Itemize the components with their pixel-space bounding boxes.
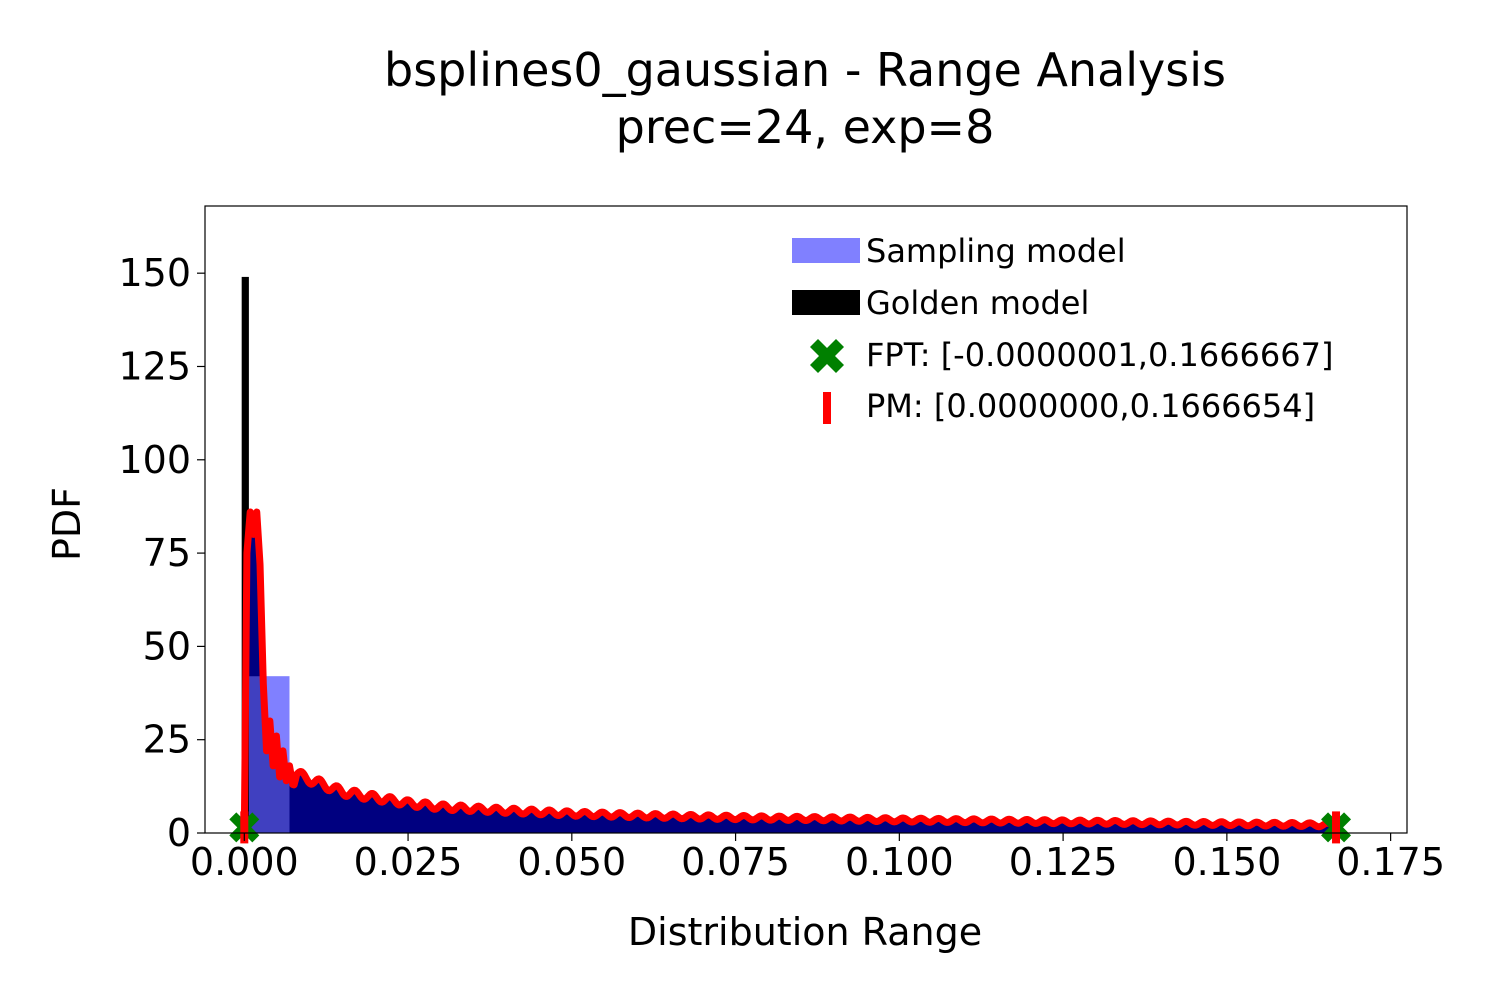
legend-label-golden: Golden model: [866, 284, 1089, 322]
y-tick-label-2: 50: [143, 624, 191, 668]
y-tick-label-6: 150: [118, 251, 191, 295]
x-axis: 0.000 0.025 0.050 0.075 0.100 0.125 0.150 0.175: [190, 833, 1445, 884]
x-tick-label-4: 0.100: [845, 840, 954, 884]
x-axis-label: Distribution Range: [628, 910, 982, 954]
x-tick-label-7: 0.175: [1336, 840, 1445, 884]
x-tick-label-3: 0.075: [681, 840, 790, 884]
legend-marker-fpt-icon: [810, 339, 844, 373]
legend-label-pm: PM: [0.0000000,0.1666654]: [866, 387, 1315, 425]
y-tick-label-0: 0: [167, 811, 191, 855]
x-tick-label-2: 0.050: [517, 840, 626, 884]
y-tick-label-5: 125: [118, 344, 191, 388]
pm-marker-0: [240, 811, 249, 844]
y-tick-label-3: 75: [143, 531, 191, 575]
y-axis-label: PDF: [45, 487, 89, 561]
plot-frame: [204, 205, 1408, 834]
legend-label-sampling: Sampling model: [866, 232, 1126, 270]
pm-marker-1: [1332, 811, 1341, 844]
legend-label-fpt: FPT: [-0.0000001,0.1666667]: [866, 336, 1333, 374]
legend: Sampling model Golden model FPT: [-0.000…: [792, 232, 1333, 425]
legend-marker-pm-icon: [823, 392, 831, 424]
x-tick-label-5: 0.125: [1009, 840, 1118, 884]
x-tick-label-1: 0.025: [354, 840, 463, 884]
plot-area: [229, 276, 1352, 844]
chart-subtitle: prec=24, exp=8: [616, 100, 995, 154]
golden-model-fill: [244, 515, 1336, 833]
x-tick-label-0: 0.000: [190, 840, 299, 884]
legend-swatch-golden: [792, 290, 860, 315]
y-axis: 0 25 50 75 100 125 150: [118, 251, 205, 855]
pm-curve: [240, 508, 1339, 837]
legend-swatch-sampling: [792, 238, 860, 263]
y-tick-label-1: 25: [143, 718, 191, 762]
x-tick-label-6: 0.150: [1172, 840, 1281, 884]
chart-title: bsplines0_gaussian - Range Analysis: [384, 43, 1226, 97]
y-tick-label-4: 100: [118, 438, 191, 482]
